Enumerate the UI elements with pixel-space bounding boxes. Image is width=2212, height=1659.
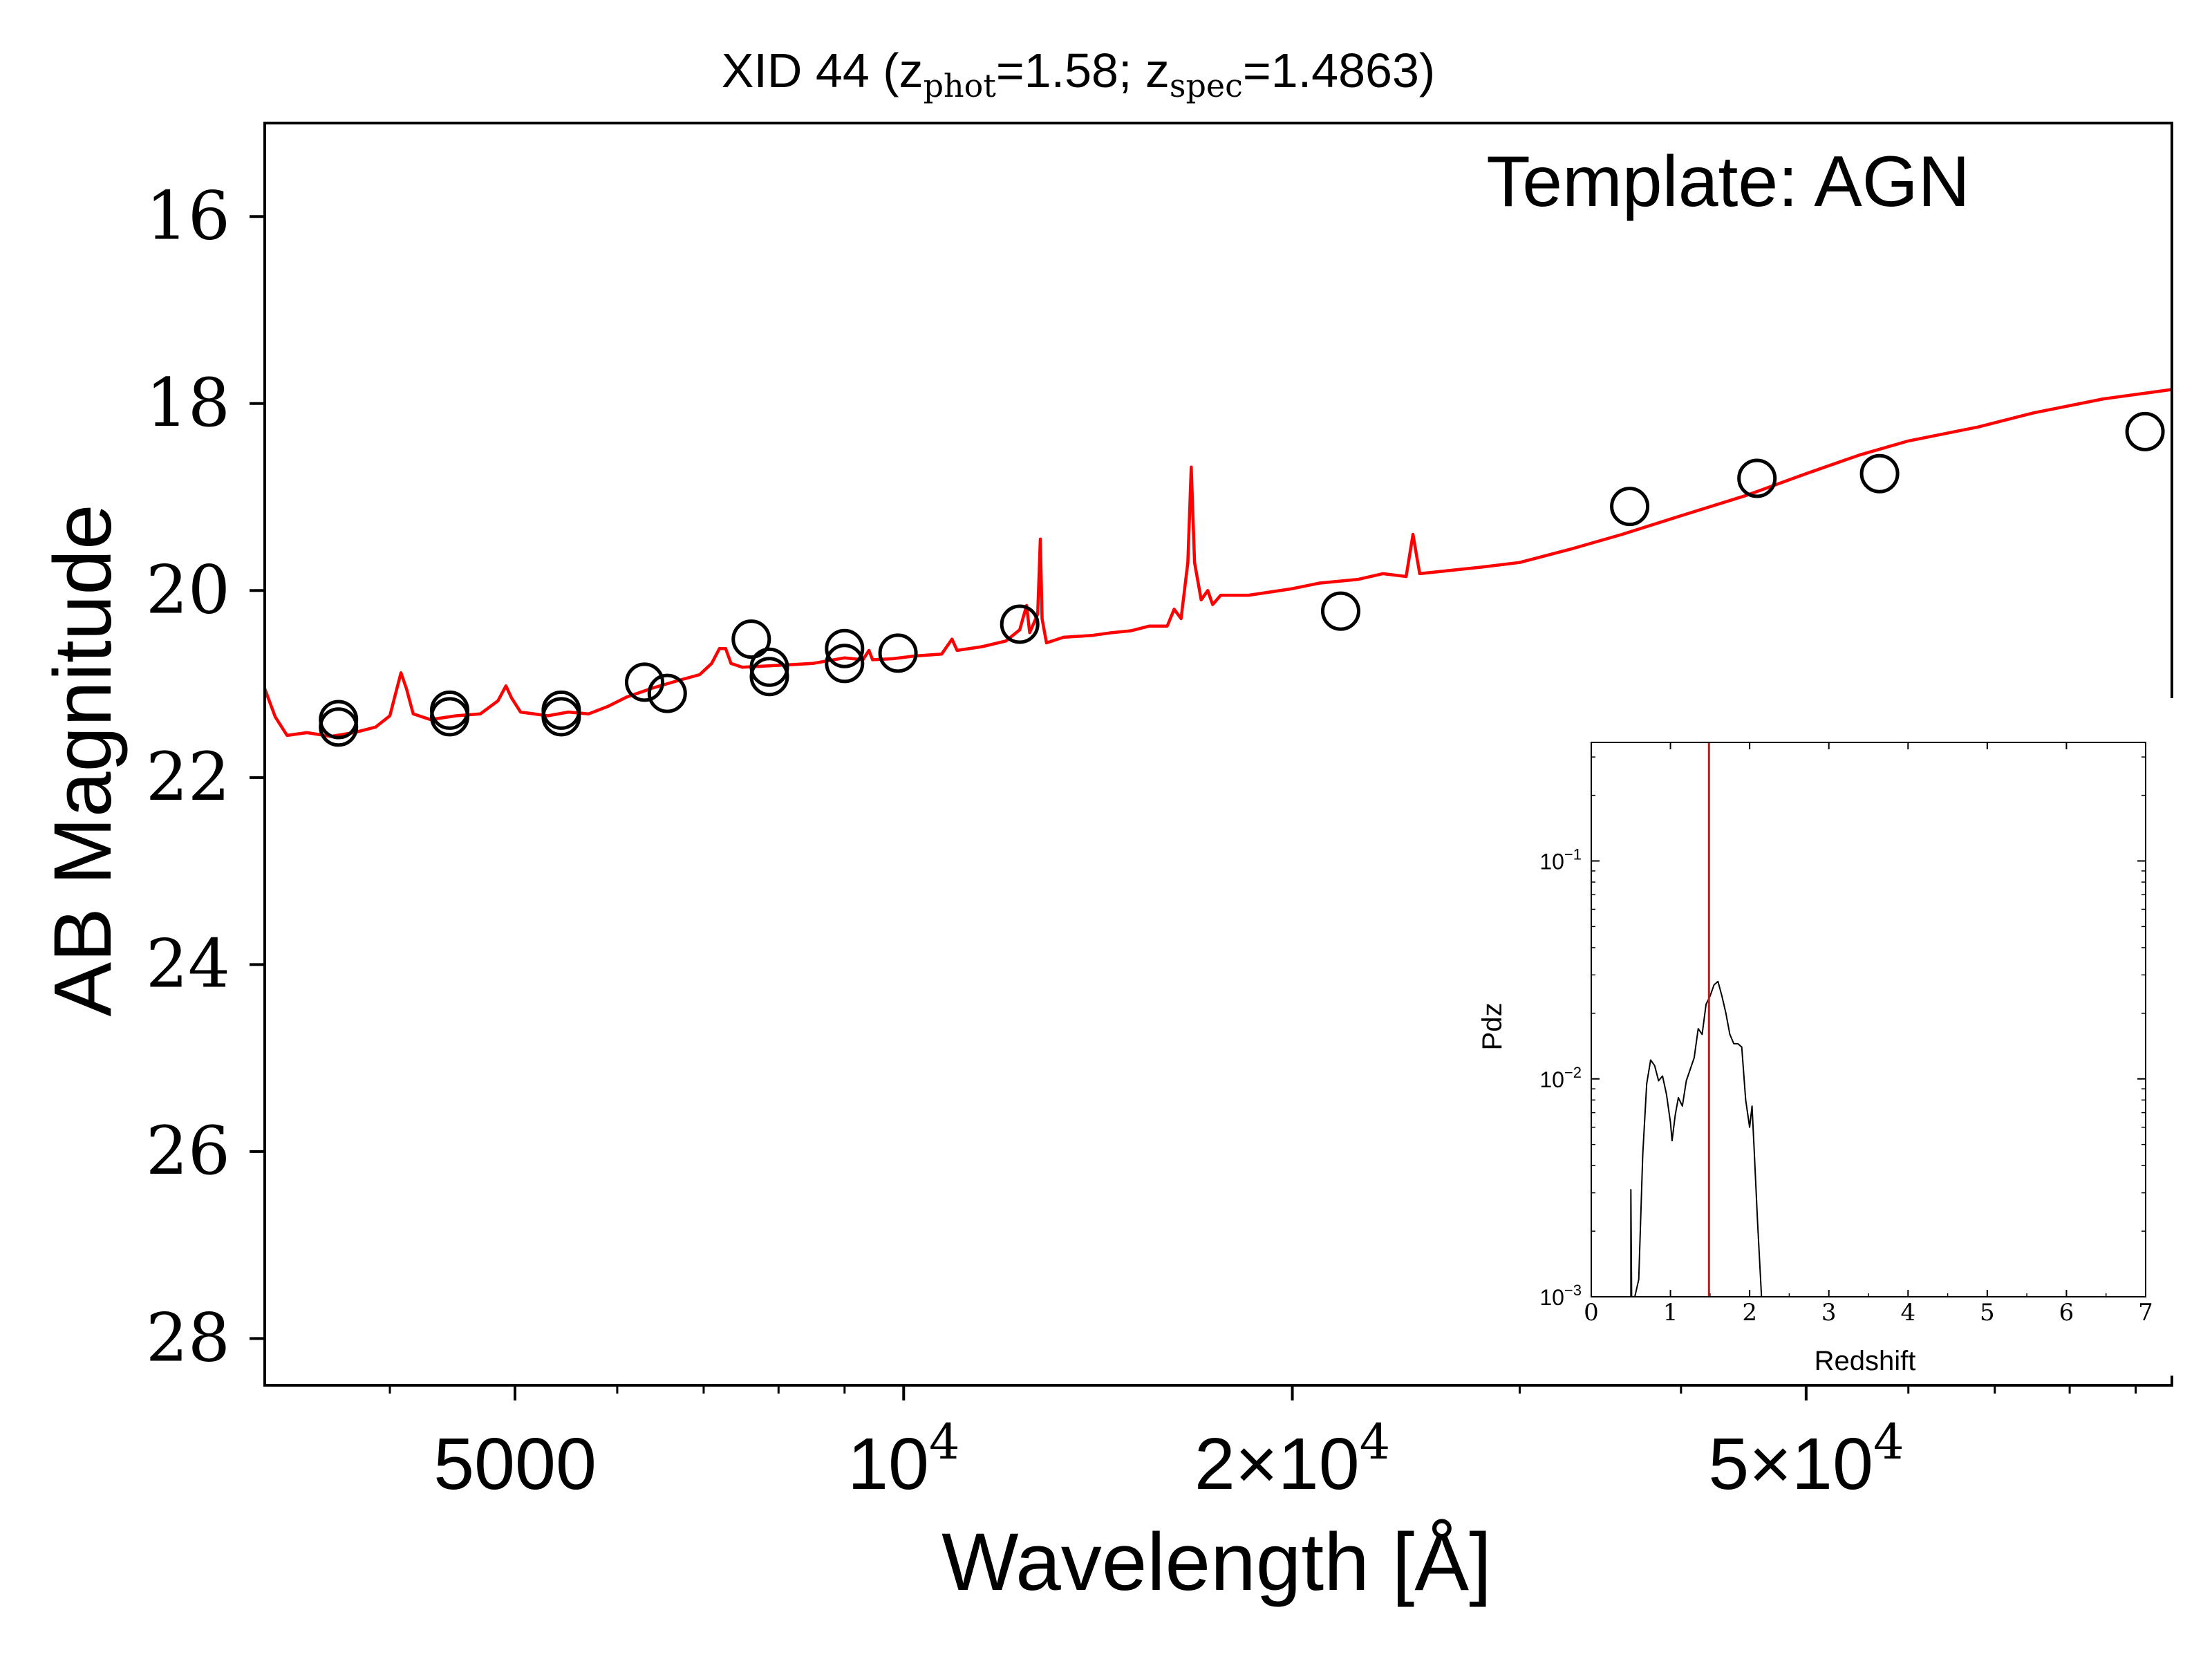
- y-tick-label-6: 28: [146, 1299, 230, 1376]
- photometry-point: [825, 628, 865, 668]
- y-tick-label-4: 24: [146, 925, 230, 1002]
- photometry-points-group: [319, 411, 2165, 747]
- template-annotation: Template: AGN: [1486, 142, 1969, 222]
- photometry-point: [749, 657, 789, 697]
- inset-background: [1470, 698, 2191, 1376]
- photometry-point: [749, 647, 789, 687]
- inset-x-tick-label-2: 2: [1742, 1299, 1757, 1327]
- photometry-point: [541, 697, 581, 737]
- inset-x-tick-label-4: 4: [1900, 1299, 1915, 1327]
- x-axis-label: Wavelength [Å]: [941, 1517, 1492, 1608]
- y-tick-label-0: 16: [146, 177, 230, 254]
- photometry-point: [878, 633, 918, 673]
- photometry-point: [1610, 487, 1650, 527]
- photometry-point: [1000, 604, 1040, 644]
- x-tick-label-1: 104: [847, 1414, 959, 1505]
- inset-pdz-plot: 0 1 2 3 4 5 6 7 10−1 10−2 10−3 Redshift Pdz: [1470, 698, 2191, 1376]
- y-axis-ticks: 16 18 20 22 24 26 28: [146, 177, 265, 1376]
- photometry-point: [1737, 458, 1777, 498]
- inset-y-tick-label-1: 10−2: [1539, 1064, 1582, 1092]
- inset-pdz-line: [1630, 980, 1763, 1297]
- x-tick-label-3: 5×104: [1708, 1414, 1904, 1505]
- y-tick-label-1: 18: [146, 364, 230, 442]
- inset-x-tick-label-6: 6: [2059, 1299, 2074, 1327]
- x-axis-ticks: 5000 104 2×104 5×104: [388, 1385, 2137, 1505]
- inset-x-tick-label-0: 0: [1584, 1299, 1599, 1327]
- template-spectrum-group: [263, 388, 2173, 738]
- y-tick-label-2: 20: [146, 551, 230, 628]
- photometry-point: [731, 619, 771, 659]
- chart-title: XID 44 (zphot=1.58; zspec=1.4863): [722, 44, 1435, 104]
- inset-y-tick-label-2: 10−3: [1539, 1282, 1582, 1310]
- inset-x-tick-label-1: 1: [1663, 1299, 1678, 1327]
- photometry-point: [647, 673, 687, 713]
- photometry-point: [1859, 453, 1900, 494]
- photometry-point: [625, 662, 664, 702]
- inset-x-tick-label-3: 3: [1821, 1299, 1837, 1327]
- photometry-point: [825, 644, 865, 684]
- photometry-point: [2125, 411, 2165, 451]
- y-axis-label: AB Magnitude: [37, 504, 129, 1016]
- inset-x-tick-label-5: 5: [1980, 1299, 1995, 1327]
- x-tick-label-0: 5000: [433, 1423, 597, 1505]
- template-spectrum-line: [263, 388, 2173, 738]
- photometry-point: [1321, 591, 1360, 631]
- inset-y-axis-label: Pdz: [1477, 1003, 1508, 1051]
- inset-frame: [1591, 742, 2146, 1297]
- inset-x-tick-label-7: 7: [2138, 1299, 2153, 1327]
- inset-y-tick-label-0: 10−1: [1539, 846, 1582, 874]
- inset-pdz-curve-group: [1630, 980, 1763, 1297]
- photometry-point: [319, 707, 359, 747]
- y-tick-label-5: 26: [146, 1112, 230, 1190]
- y-tick-label-3: 22: [146, 738, 230, 816]
- photometry-point: [430, 697, 469, 737]
- x-tick-label-2: 2×104: [1194, 1414, 1390, 1505]
- inset-x-axis-label: Redshift: [1815, 1346, 1916, 1376]
